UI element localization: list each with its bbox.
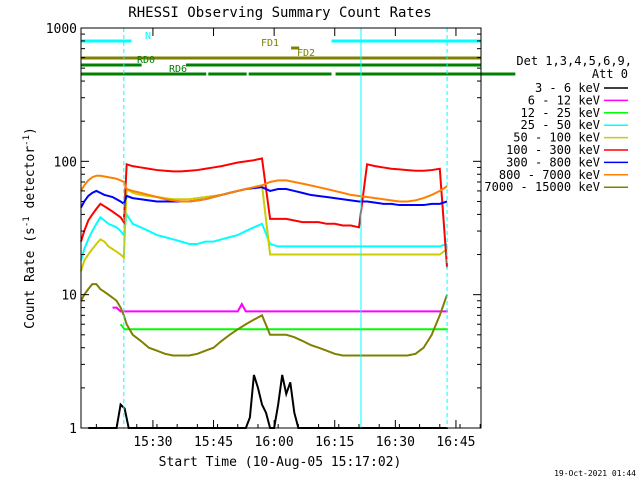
y-axis-label-end: ) [23, 127, 38, 135]
x-axis-label: Start Time (10-Aug-05 15:17:02) [159, 455, 402, 470]
y-tick-label-1: 10 [61, 289, 77, 304]
series-line-2 [119, 323, 448, 331]
legend-header-attenuator: Att 0 [592, 67, 628, 81]
y-axis-label-main: Count Rate (s [23, 227, 38, 329]
legend-label-5: 100 - 300 keV [506, 143, 600, 157]
y-tick-label-2: 100 [54, 155, 77, 170]
y-tick-label-3: 1000 [46, 22, 77, 37]
flag-label-1: FD1 [261, 38, 279, 49]
x-tick-label-1: 15:45 [194, 435, 233, 450]
legend-header-detectors: Det 1,3,4,5,6,9, [516, 54, 632, 68]
flag-label-2: FD2 [297, 48, 315, 59]
y-tick-label-0: 1 [69, 422, 77, 437]
plot-frame [80, 27, 482, 429]
y-axis-label-mid: detector [23, 146, 38, 217]
series-line-5 [80, 157, 449, 268]
x-tick-label-5: 16:45 [436, 435, 475, 450]
legend-label-6: 300 - 800 keV [506, 155, 600, 169]
series-line-1 [112, 302, 448, 313]
y-axis-label: Count Rate (s-1 detector-1) [22, 127, 38, 329]
x-tick-label-3: 16:15 [315, 435, 354, 450]
y-axis-label-sup2: -1 [22, 135, 32, 146]
series-line-3 [80, 211, 448, 261]
instrument-flags: N FD1 FD2 RD0 RD6 [81, 31, 516, 76]
x-tick-label-4: 16:30 [376, 435, 415, 450]
legend-label-0: 3 - 6 keV [535, 81, 600, 95]
flag-label-0: N [145, 31, 151, 42]
flag-label-4: RD6 [169, 64, 187, 75]
x-tick-label-2: 16:00 [255, 435, 294, 450]
series-line-8 [80, 283, 449, 357]
legend-label-2: 12 - 25 keV [521, 106, 600, 120]
legend-label-4: 50 - 100 keV [513, 131, 600, 145]
y-axis-label-sup1: -1 [22, 216, 32, 227]
legend-label-8: 7000 - 15000 keV [484, 180, 600, 194]
series-line-7 [80, 174, 448, 203]
legend-label-1: 6 - 12 keV [528, 93, 600, 107]
legend-label-7: 800 - 7000 keV [499, 168, 600, 182]
legend-label-3: 25 - 50 keV [521, 118, 600, 132]
flag-label-3: RD0 [137, 55, 155, 66]
chart-title: RHESSI Observing Summary Count Rates [128, 5, 431, 21]
x-tick-label-0: 15:30 [133, 435, 172, 450]
x-axis-ticks: 15:30 15:45 16:00 16:15 16:30 16:45 [95, 28, 481, 450]
footer-date: 19-Oct-2021 01:44 [554, 469, 636, 478]
y-axis-ticks: 1 10 100 1000 [46, 22, 481, 437]
